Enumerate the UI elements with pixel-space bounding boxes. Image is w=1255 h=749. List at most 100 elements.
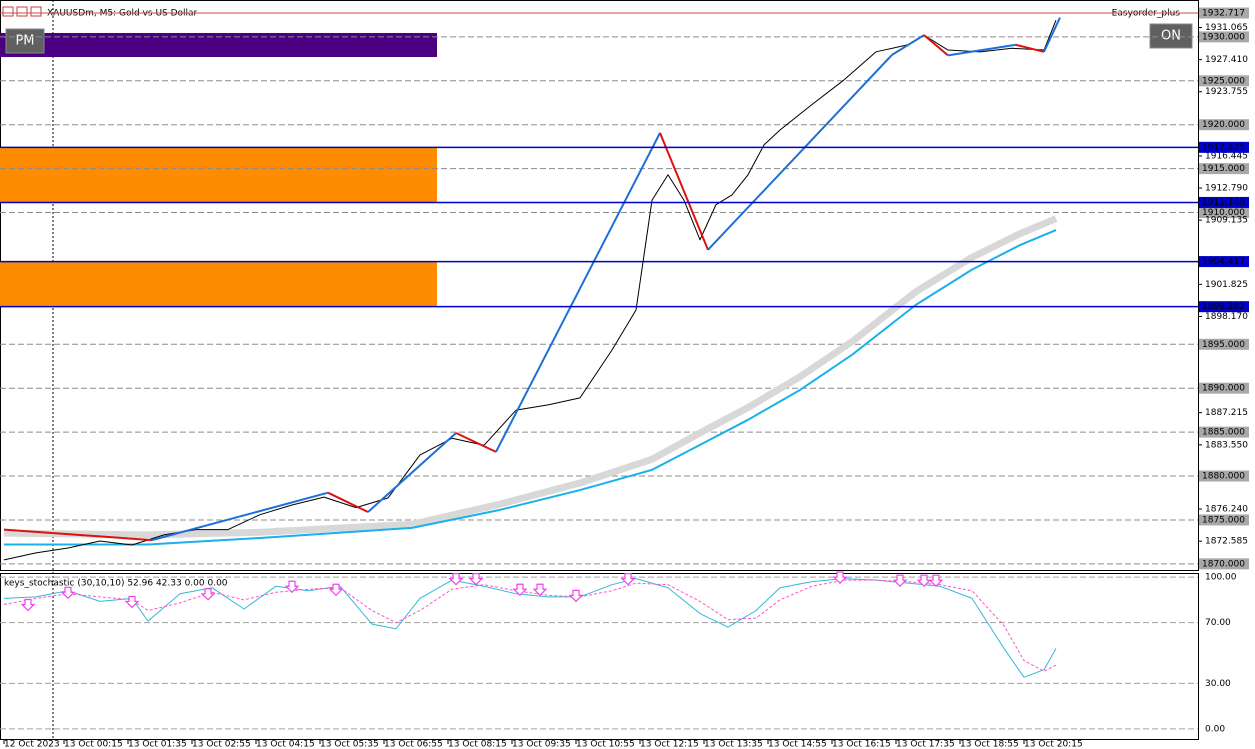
x-tick-label: 13 Oct 01:35	[128, 740, 187, 749]
y-tick-label: 1887.215	[1205, 408, 1248, 418]
y-tick-label: 1923.755	[1205, 87, 1248, 97]
level-label-box	[1199, 75, 1249, 87]
y-tick-label: 70.00	[1205, 618, 1231, 628]
y-tick-label: 1916.445	[1205, 151, 1248, 161]
level-label: 1904.417	[1202, 257, 1245, 267]
signal-arrow	[60, 586, 76, 600]
zigzag-segment	[327, 491, 369, 513]
icon	[30, 6, 42, 17]
series-line	[3, 20, 1057, 561]
level-label: 1915.000	[1202, 164, 1245, 174]
x-tick-label: 13 Oct 20:15	[1024, 740, 1083, 749]
zigzag-segment	[1015, 43, 1045, 53]
signal-arrow	[916, 574, 932, 588]
level-label-box	[1199, 338, 1249, 350]
x-tick-label: 12 Oct 2023	[4, 740, 60, 749]
y-tick-label: 0.00	[1205, 724, 1225, 734]
level-label-box	[1199, 256, 1249, 268]
zone	[0, 261, 437, 307]
zigzag-segment	[891, 34, 925, 56]
signal-arrow	[512, 583, 528, 597]
x-tick-label: 13 Oct 02:55	[192, 740, 251, 749]
x-tick-label: 13 Oct 12:15	[640, 740, 699, 749]
icon	[16, 6, 28, 17]
on-button[interactable]	[1149, 23, 1193, 49]
level-label: 1870.000	[1202, 559, 1245, 569]
zigzag-segment	[923, 34, 949, 57]
y-tick-label: 1898.170	[1205, 312, 1248, 322]
y-tick-label: 30.00	[1205, 679, 1231, 689]
zigzag-segment	[151, 491, 329, 542]
x-tick-label: 13 Oct 10:55	[576, 740, 635, 749]
zigzag-segment	[659, 132, 709, 251]
x-tick-label: 13 Oct 13:35	[704, 740, 763, 749]
pm-button[interactable]	[5, 28, 45, 54]
pm-button-label[interactable]: PM	[15, 34, 34, 49]
x-tick-label: 13 Oct 08:15	[448, 740, 507, 749]
level-label-box	[1199, 196, 1249, 208]
signal-arrow	[928, 574, 944, 588]
signal-arrow	[832, 571, 848, 584]
y-tick-label: 1872.585	[1205, 537, 1248, 547]
signal-arrow	[284, 580, 300, 594]
level-label: 1899.282	[1202, 302, 1245, 312]
zigzag-segment	[455, 432, 497, 453]
series-line	[4, 229, 1057, 546]
signal-arrow	[124, 595, 140, 609]
level-label: 1925.000	[1202, 76, 1245, 86]
y-tick-label: 1883.550	[1205, 440, 1248, 450]
level-label: 1911.149	[1202, 198, 1245, 208]
x-tick-label: 13 Oct 04:15	[256, 740, 315, 749]
x-tick-label: 13 Oct 09:35	[512, 740, 571, 749]
level-label-box	[1199, 119, 1249, 131]
y-tick-label: 1927.410	[1205, 55, 1248, 65]
level-label-box	[1199, 558, 1249, 570]
level-label: 1920.000	[1202, 120, 1245, 130]
x-tick-label: 13 Oct 14:55	[768, 740, 827, 749]
level-label-box	[1199, 31, 1249, 43]
signal-arrow	[532, 583, 548, 597]
level-label: 1910.000	[1202, 208, 1245, 218]
zigzag-segment	[947, 43, 1017, 57]
level-label: 1890.000	[1202, 384, 1245, 394]
level-label-box	[1199, 514, 1249, 526]
sub-frame	[0, 573, 1199, 740]
x-tick-label: 13 Oct 05:35	[320, 740, 379, 749]
zigzag-segment	[707, 54, 893, 251]
level-label: 1917.425	[1202, 143, 1245, 153]
x-tick-label: 13 Oct 06:55	[384, 740, 443, 749]
signal-arrow	[328, 583, 344, 597]
level-label-box	[1199, 382, 1249, 394]
level-label: 1875.000	[1202, 515, 1245, 525]
zigzag-segment	[495, 132, 661, 453]
bid-label: 1932.717	[1202, 9, 1245, 19]
signal-arrow	[468, 573, 484, 586]
y-tick-label: 100.00	[1205, 573, 1237, 583]
zone	[0, 147, 437, 203]
series-line	[3, 215, 1058, 539]
level-label: 1895.000	[1202, 340, 1245, 350]
x-tick-label: 13 Oct 17:35	[896, 740, 955, 749]
level-label: 1880.000	[1202, 472, 1245, 482]
y-tick-label: 1912.790	[1205, 184, 1248, 194]
level-label-box	[1199, 426, 1249, 438]
x-tick-label: 13 Oct 16:15	[832, 740, 891, 749]
series-line	[3, 578, 1057, 678]
x-tick-label: 13 Oct 00:15	[64, 740, 123, 749]
y-tick-label: 1931.065	[1205, 23, 1248, 33]
zigzag-segment	[1043, 17, 1061, 53]
y-tick-label: 1901.825	[1205, 280, 1248, 290]
icon	[2, 6, 14, 17]
level-label-box	[1199, 141, 1249, 153]
signal-arrow	[200, 588, 216, 601]
level-label-box	[1199, 163, 1249, 175]
y-tick-label: 1909.135	[1205, 216, 1248, 226]
zigzag-segment	[3, 528, 153, 542]
y-tick-label: 1876.240	[1205, 505, 1248, 515]
signal-arrow	[568, 589, 584, 603]
bid-label-box	[1199, 7, 1249, 19]
on-button-label[interactable]: ON	[1161, 29, 1181, 44]
signal-arrow	[892, 574, 908, 588]
